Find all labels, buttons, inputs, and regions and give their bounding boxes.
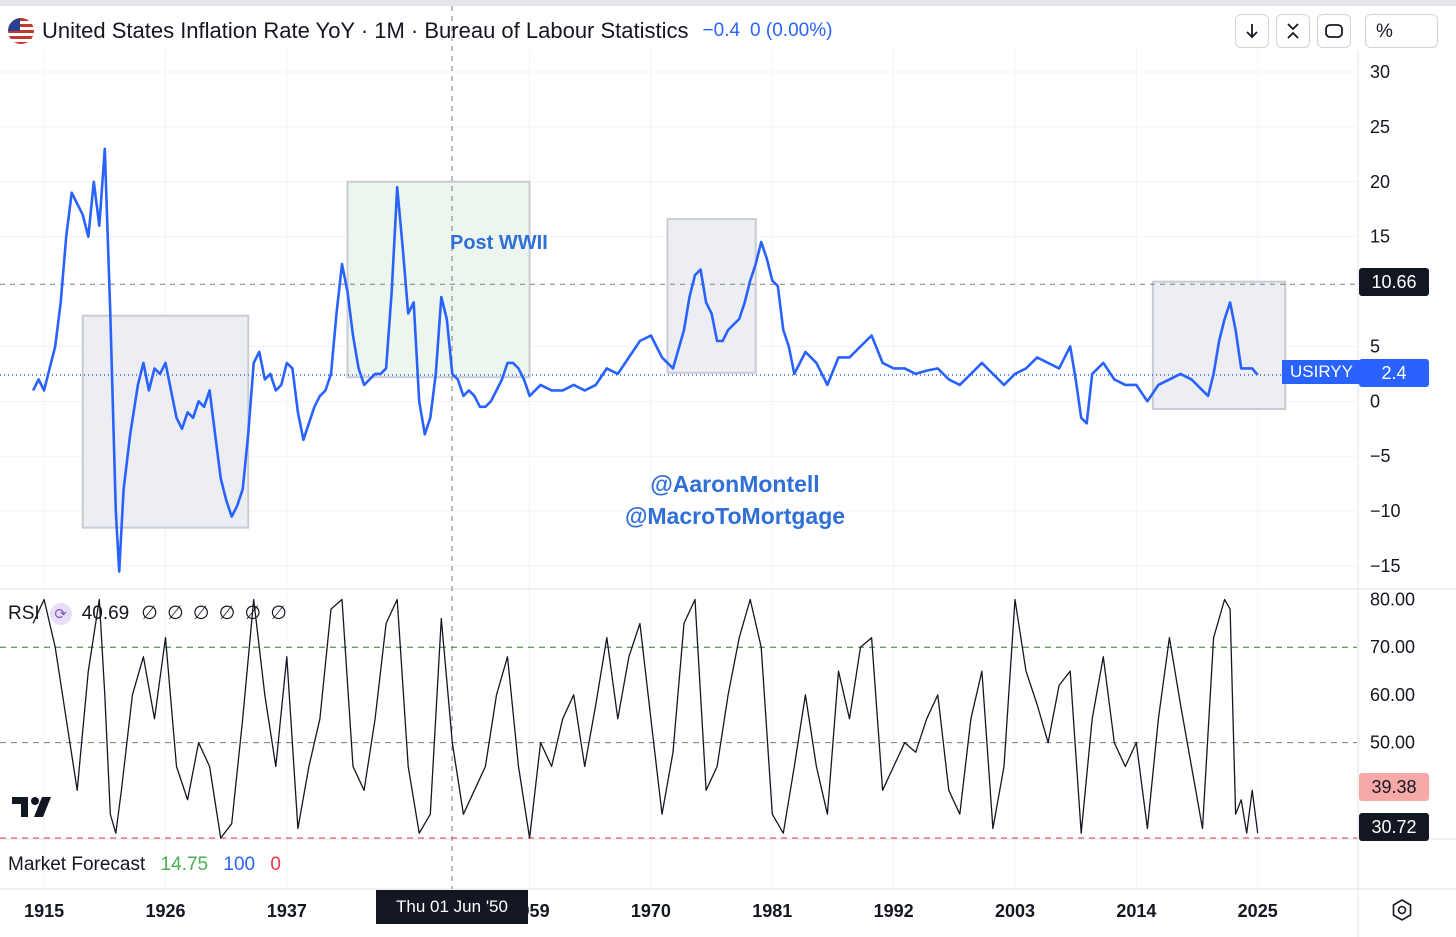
y-tick-0: 30 [1370, 62, 1390, 82]
us-flag-icon [8, 18, 34, 44]
y-tick-8: −15 [1370, 556, 1401, 576]
highlight-box-2 [666, 218, 757, 374]
rsi-marker-badge: 39.38 [1359, 773, 1429, 801]
price-axis: 30 25 20 15 5 0 −5 −10 −15 80.00 70.00 60.00 50.00 [1370, 62, 1415, 753]
rsi-crosshair-badge: 30.72 [1359, 813, 1429, 841]
top-border [0, 0, 1456, 6]
legend-change: 0 (0.00%) [750, 20, 833, 41]
rsi-y-tick-1: 70.00 [1370, 637, 1415, 657]
y-tick-1: 25 [1370, 117, 1390, 137]
y-tick-4: 5 [1370, 336, 1380, 356]
x-tick-4: 1970 [631, 901, 671, 921]
inflation-line [31, 147, 1259, 573]
watermark-line-2: @MacroToMortgage [624, 503, 846, 529]
watermark: @AaronMontell @MacroToMortgage [560, 468, 910, 532]
x-tick-2: 1937 [267, 901, 307, 921]
watermark-line-1: @AaronMontell [650, 471, 820, 497]
symbol-name: USIRYY [1290, 362, 1353, 381]
rsi-y-tick-3: 50.00 [1370, 733, 1415, 753]
x-tick-7: 2003 [995, 901, 1035, 921]
inflation-plot [31, 147, 1259, 573]
post-wwii-annotation: Post WWII [450, 232, 548, 254]
y-tick-5: 0 [1370, 391, 1380, 411]
chart-legend: United States Inflation Rate YoY · 1M · … [8, 16, 832, 46]
arrow-down-icon [1246, 24, 1258, 39]
tradingview-logo-icon [12, 795, 58, 824]
x-tick-1: 1926 [145, 901, 185, 921]
fullscreen-icon [1325, 24, 1343, 38]
y-tick-3: 15 [1370, 227, 1390, 247]
legend-value: −0.4 [702, 20, 741, 41]
crosshair-date-label: Thu 01 Jun '50 [376, 890, 528, 924]
rsi-name: RSI [8, 602, 40, 624]
symbol-label: USIRYY [1282, 360, 1361, 384]
y-tick-2: 20 [1370, 172, 1390, 192]
x-tick-0: 1915 [24, 901, 64, 921]
collapse-icon [1287, 23, 1299, 39]
highlight-box-0 [81, 314, 250, 529]
y-tick-6: −5 [1370, 446, 1391, 466]
scale-percent-toggle[interactable]: % [1365, 14, 1438, 48]
reference-lines [0, 6, 1357, 889]
market-forecast-legend: Market Forecast 14.75 100 0 [8, 854, 281, 876]
y-tick-7: −10 [1370, 501, 1401, 521]
last-value-badge: 2.4 [1359, 359, 1429, 387]
market-forecast-label: Market Forecast [8, 854, 146, 875]
market-forecast-value-1: 14.75 [160, 854, 209, 875]
rsi-y-tick-2: 60.00 [1370, 685, 1415, 705]
fullscreen-button[interactable] [1317, 14, 1351, 48]
market-forecast-value-2: 100 [223, 854, 256, 875]
market-forecast-value-3: 0 [270, 854, 281, 875]
x-tick-9: 2025 [1238, 901, 1278, 921]
rsi-legend: RSI ⟳ 40.69 ∅ ∅ ∅ ∅ ∅ ∅ [8, 602, 289, 625]
rsi-value: 40.69 [81, 602, 130, 624]
x-tick-6: 1992 [874, 901, 914, 921]
refresh-icon[interactable]: ⟳ [49, 602, 72, 625]
arrow-down-button[interactable] [1235, 14, 1269, 48]
time-axis: 1915 1926 1937 1959 1970 1981 1992 2003 2014 2025 [24, 901, 1278, 921]
rsi-y-tick-0: 80.00 [1370, 590, 1415, 610]
rsi-null-values: ∅ ∅ ∅ ∅ ∅ ∅ [141, 603, 289, 624]
collapse-button[interactable] [1276, 14, 1310, 48]
settings-icon[interactable] [1390, 898, 1414, 927]
x-tick-8: 2014 [1116, 901, 1156, 921]
x-tick-5: 1981 [752, 901, 792, 921]
legend-title: United States Inflation Rate YoY · 1M · … [42, 18, 689, 43]
rsi-line [32, 598, 1259, 839]
crosshair-price-badge: 10.66 [1359, 268, 1429, 296]
rsi-plot [32, 598, 1259, 839]
